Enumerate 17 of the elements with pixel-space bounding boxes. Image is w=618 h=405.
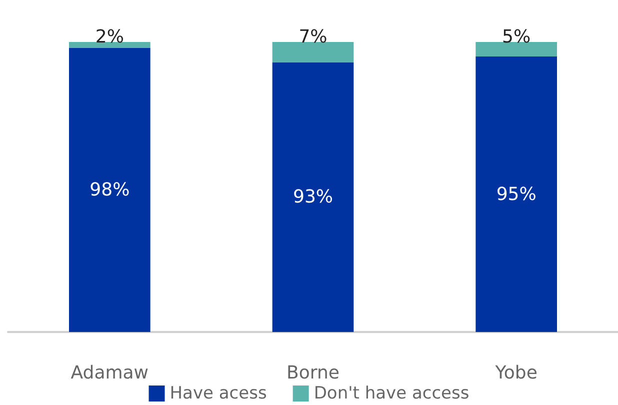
data-label: 98% <box>90 179 130 200</box>
bar <box>69 48 150 332</box>
x-tick-label: Yobe <box>494 362 538 384</box>
data-label: 95% <box>496 184 536 205</box>
data-label: 7% <box>298 26 328 48</box>
data-label: 93% <box>292 186 334 208</box>
bar <box>476 42 557 56</box>
bar <box>476 56 557 332</box>
legend-label: Have acess <box>170 384 267 404</box>
bar <box>272 62 354 332</box>
legend-label: Don't have access <box>314 384 470 404</box>
data-label: 2% <box>95 26 124 48</box>
data-label: 5% <box>502 26 531 48</box>
bar <box>272 42 354 62</box>
x-tick-label: Adamaw <box>70 362 149 384</box>
bar <box>69 42 150 48</box>
x-tick-label: Borne <box>286 362 340 384</box>
